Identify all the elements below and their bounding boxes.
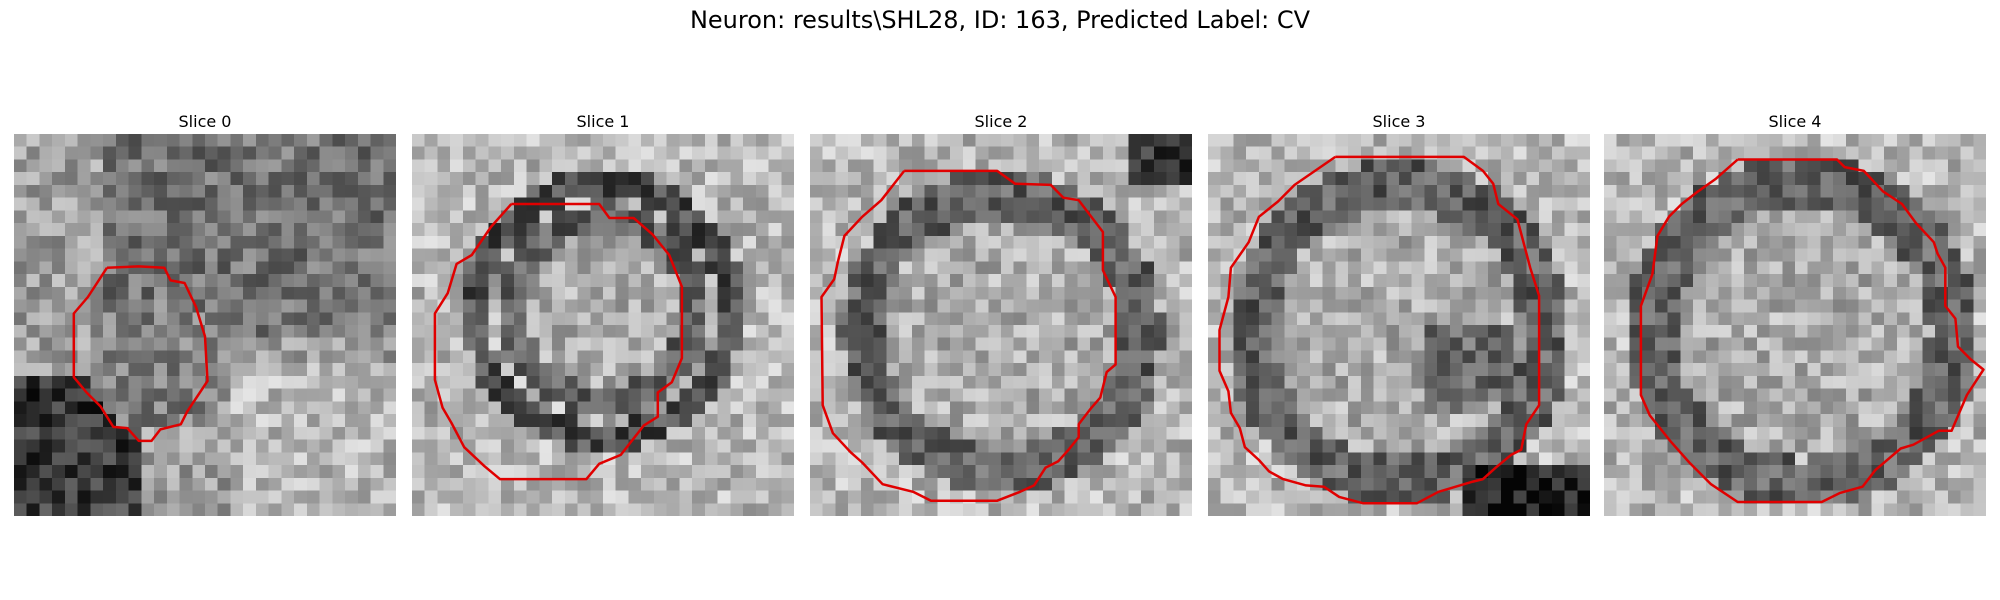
slice-panel-2: Slice 2 [810,110,1192,516]
slice-image [1604,134,1986,516]
slice-image [14,134,396,516]
cell-contour [1639,158,1985,504]
slice-title: Slice 1 [576,112,630,131]
slice-panel-1: Slice 1 [412,110,794,516]
slice-panel-3: Slice 3 [1208,110,1590,516]
slice-title: Slice 0 [178,112,232,131]
slice-panel-4: Slice 4 [1604,110,1986,516]
cell-contour [72,265,209,443]
figure-title: Neuron: results\SHL28, ID: 163, Predicte… [689,6,1311,34]
cell-contour [1218,155,1541,505]
pixel-grid [1208,134,1590,516]
slice-title: Slice 4 [1768,112,1822,131]
pixel-grid [14,134,396,516]
slice-panel-0: Slice 0 [14,110,396,516]
cell-contour [433,202,684,481]
slice-image [810,134,1192,516]
pixel-grid [412,134,794,516]
pixel-grid [1604,134,1986,516]
pixel-grid [810,134,1192,516]
slice-image [412,134,794,516]
cell-contour [820,169,1117,502]
slice-title: Slice 3 [1372,112,1426,131]
slice-image [1208,134,1590,516]
slice-title: Slice 2 [974,112,1028,131]
